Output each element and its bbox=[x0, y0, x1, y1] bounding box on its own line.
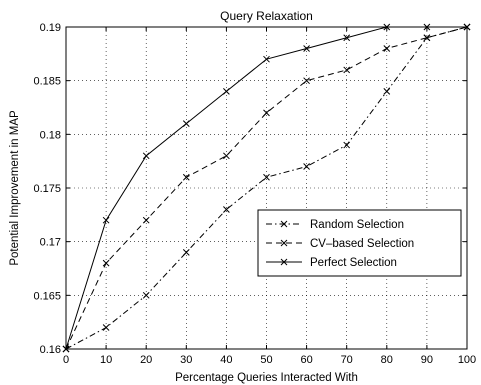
x-tick-label: 30 bbox=[180, 354, 192, 366]
data-point bbox=[102, 259, 110, 267]
series-line bbox=[65, 26, 468, 350]
legend-label: CV–based Selection bbox=[310, 238, 414, 250]
axis-ticks: 0 10 20 30 40 50 60 70 80 90 100 0.16 0.165 0.17 0.175… bbox=[33, 22, 476, 366]
legend-marker bbox=[280, 258, 288, 266]
data-point bbox=[182, 173, 190, 181]
y-tick-label: 0.185 bbox=[33, 76, 61, 88]
data-point bbox=[303, 45, 310, 52]
series-1 bbox=[62, 23, 471, 353]
y-axis-title: Potential Improvement in MAP bbox=[9, 110, 21, 266]
legend: Random Selection CV–based Selection Perfec… bbox=[257, 209, 462, 277]
y-tick-label: 0.19 bbox=[40, 22, 61, 34]
legend-label: Random Selection bbox=[310, 219, 404, 231]
series-0 bbox=[62, 23, 471, 353]
x-tick-label: 70 bbox=[341, 354, 353, 366]
x-tick-label: 20 bbox=[140, 354, 152, 366]
x-tick-label: 40 bbox=[220, 354, 232, 366]
data-point bbox=[223, 88, 230, 95]
data-point bbox=[102, 324, 110, 331]
data-point bbox=[142, 291, 150, 299]
data-point bbox=[383, 45, 391, 52]
x-tick-label: 50 bbox=[260, 354, 272, 366]
x-tick-label: 0 bbox=[63, 354, 69, 366]
y-tick-label: 0.16 bbox=[40, 344, 61, 356]
data-point bbox=[182, 249, 190, 256]
data-point bbox=[263, 173, 270, 181]
y-tick-label: 0.17 bbox=[40, 237, 61, 249]
x-tick-label: 100 bbox=[458, 354, 476, 366]
data-point bbox=[223, 206, 230, 213]
data-point bbox=[263, 109, 270, 117]
data-point bbox=[182, 120, 190, 127]
legend-marker bbox=[280, 220, 288, 228]
data-point bbox=[343, 141, 351, 149]
data-point bbox=[423, 34, 431, 42]
legend-entry: Random Selection bbox=[266, 219, 404, 231]
data-point bbox=[383, 88, 391, 95]
chart-title: Query Relaxation bbox=[220, 9, 313, 23]
legend-label: Perfect Selection bbox=[310, 257, 397, 269]
data-point bbox=[142, 216, 150, 224]
data-point bbox=[102, 216, 110, 224]
legend-entry: CV–based Selection bbox=[266, 238, 414, 250]
data-point bbox=[223, 152, 230, 160]
data-point bbox=[303, 163, 310, 170]
y-tick-label: 0.18 bbox=[40, 129, 61, 141]
x-axis-title: Percentage Queries Interacted With bbox=[175, 372, 358, 384]
data-point bbox=[303, 77, 310, 85]
data-point bbox=[343, 34, 351, 42]
x-tick-label: 90 bbox=[421, 354, 433, 366]
data-point bbox=[343, 66, 351, 74]
x-tick-label: 80 bbox=[381, 354, 393, 366]
data-point bbox=[263, 55, 270, 63]
data-point bbox=[142, 152, 150, 160]
x-tick-label: 60 bbox=[300, 354, 312, 366]
legend-marker bbox=[280, 239, 288, 247]
legend-entry: Perfect Selection bbox=[266, 257, 397, 269]
y-tick-label: 0.165 bbox=[33, 290, 61, 302]
y-tick-label: 0.175 bbox=[33, 183, 61, 195]
x-tick-label: 10 bbox=[100, 354, 112, 366]
